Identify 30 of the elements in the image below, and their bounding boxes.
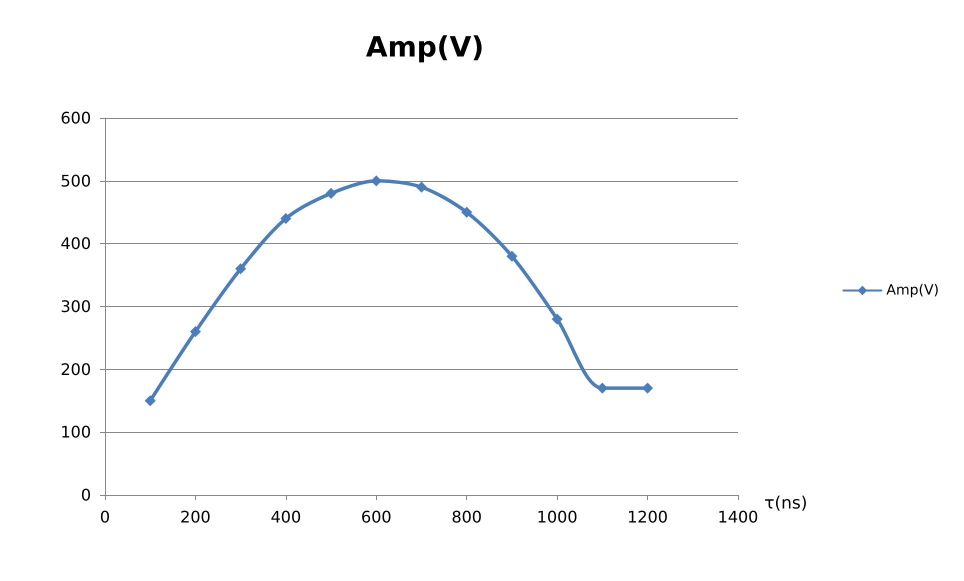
y-tick-label: 300 — [60, 297, 91, 316]
legend-label: Amp(V) — [886, 282, 940, 298]
x-tick-label: 1400 — [718, 508, 758, 526]
x-tick-label: 0 — [100, 508, 110, 526]
y-tick-label: 100 — [60, 422, 91, 442]
x-tick-label: 1000 — [536, 508, 578, 526]
x-tick-label: 600 — [361, 508, 392, 526]
point — [144, 395, 156, 406]
point — [280, 213, 292, 224]
point — [326, 188, 337, 199]
x-axis-title: τ(ns) — [764, 494, 808, 514]
y-tick-label: 400 — [60, 234, 91, 254]
point — [370, 175, 382, 186]
y-tick-label: 200 — [60, 360, 91, 379]
y-tick-label: 500 — [60, 171, 91, 190]
x-tick-label: 400 — [270, 508, 302, 526]
x-tick-label: 1200 — [627, 508, 668, 526]
point — [461, 206, 472, 218]
y-tick-label: 600 — [60, 108, 91, 128]
point — [642, 382, 654, 394]
point — [596, 382, 608, 394]
x-tick-label: 800 — [451, 508, 482, 526]
chart-title: Amp(V) — [366, 30, 484, 64]
point — [552, 314, 563, 325]
point — [235, 263, 246, 274]
point — [506, 250, 518, 262]
x-tick-label: 200 — [180, 508, 211, 526]
y-tick-label: 0 — [80, 486, 91, 504]
point — [416, 182, 427, 193]
point — [190, 326, 201, 338]
